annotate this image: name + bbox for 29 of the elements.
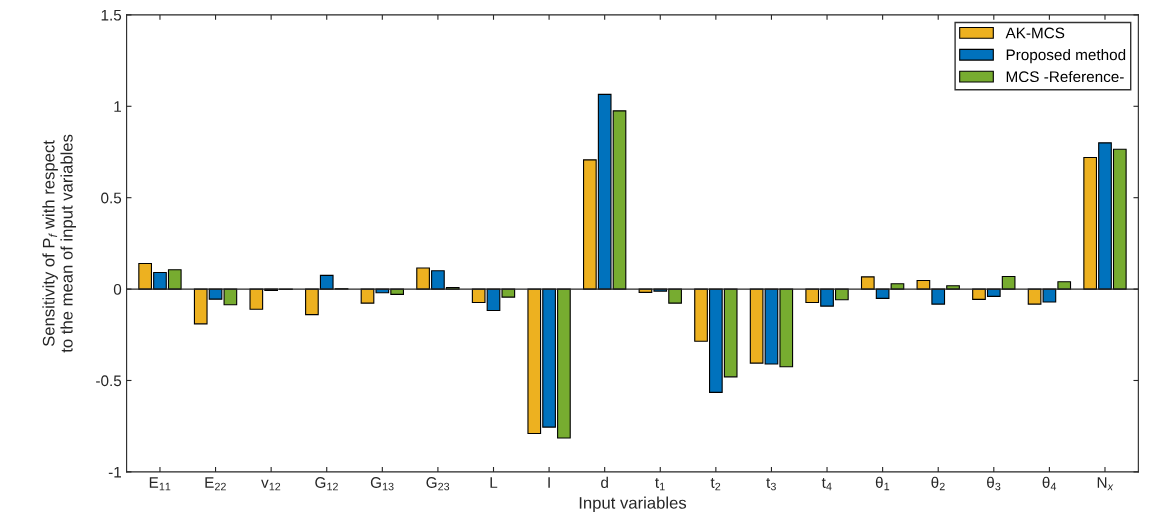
x-tick-label: t$_{4}$ (821, 477, 832, 491)
x-tick-label: t$_{1}$ (655, 477, 665, 491)
x-tick-label: I (548, 477, 550, 488)
legend-label: Proposed method (1006, 49, 1126, 64)
x-tick-label: t$_{3}$ (766, 477, 776, 491)
x-tick-label: G$_{23}$ (426, 477, 450, 491)
x-tick-label: θ$_{4}$ (1042, 476, 1057, 491)
x-tick-label: G$_{13}$ (370, 477, 394, 491)
y-tick-label: -0.5 (96, 375, 122, 387)
y-axis-title: Sensitivity of P$_{f}$ with respect to the mean of input variables (42, 134, 76, 353)
y-tick-label: 0.5 (101, 192, 122, 204)
y-tick-label: -1 (108, 466, 121, 478)
x-tick-label: t$_{2}$ (710, 477, 721, 491)
x-axis-title: Input variables (579, 496, 687, 513)
x-tick-label: L (490, 477, 498, 488)
x-tick-label: θ$_{1}$ (875, 476, 890, 491)
y-tick-label: 0 (113, 283, 122, 295)
legend-label: MCS -Reference- (1006, 70, 1124, 83)
legend-label: AK-MCS (1005, 27, 1065, 39)
x-tick-label: N$_{x}$ (1097, 477, 1114, 491)
y-tick-label: 1.5 (101, 9, 122, 21)
x-tick-label: θ$_{2}$ (931, 476, 945, 491)
x-tick-label: θ$_{3}$ (987, 476, 1001, 491)
x-tick-label: E$_{11}$ (149, 477, 171, 491)
x-tick-label: v$_{12}$ (261, 479, 281, 491)
y-tick-label: 1 (114, 101, 121, 112)
x-tick-label: G$_{12}$ (315, 477, 338, 491)
x-tick-label: d (601, 476, 608, 488)
x-tick-label: E$_{22}$ (205, 477, 226, 491)
